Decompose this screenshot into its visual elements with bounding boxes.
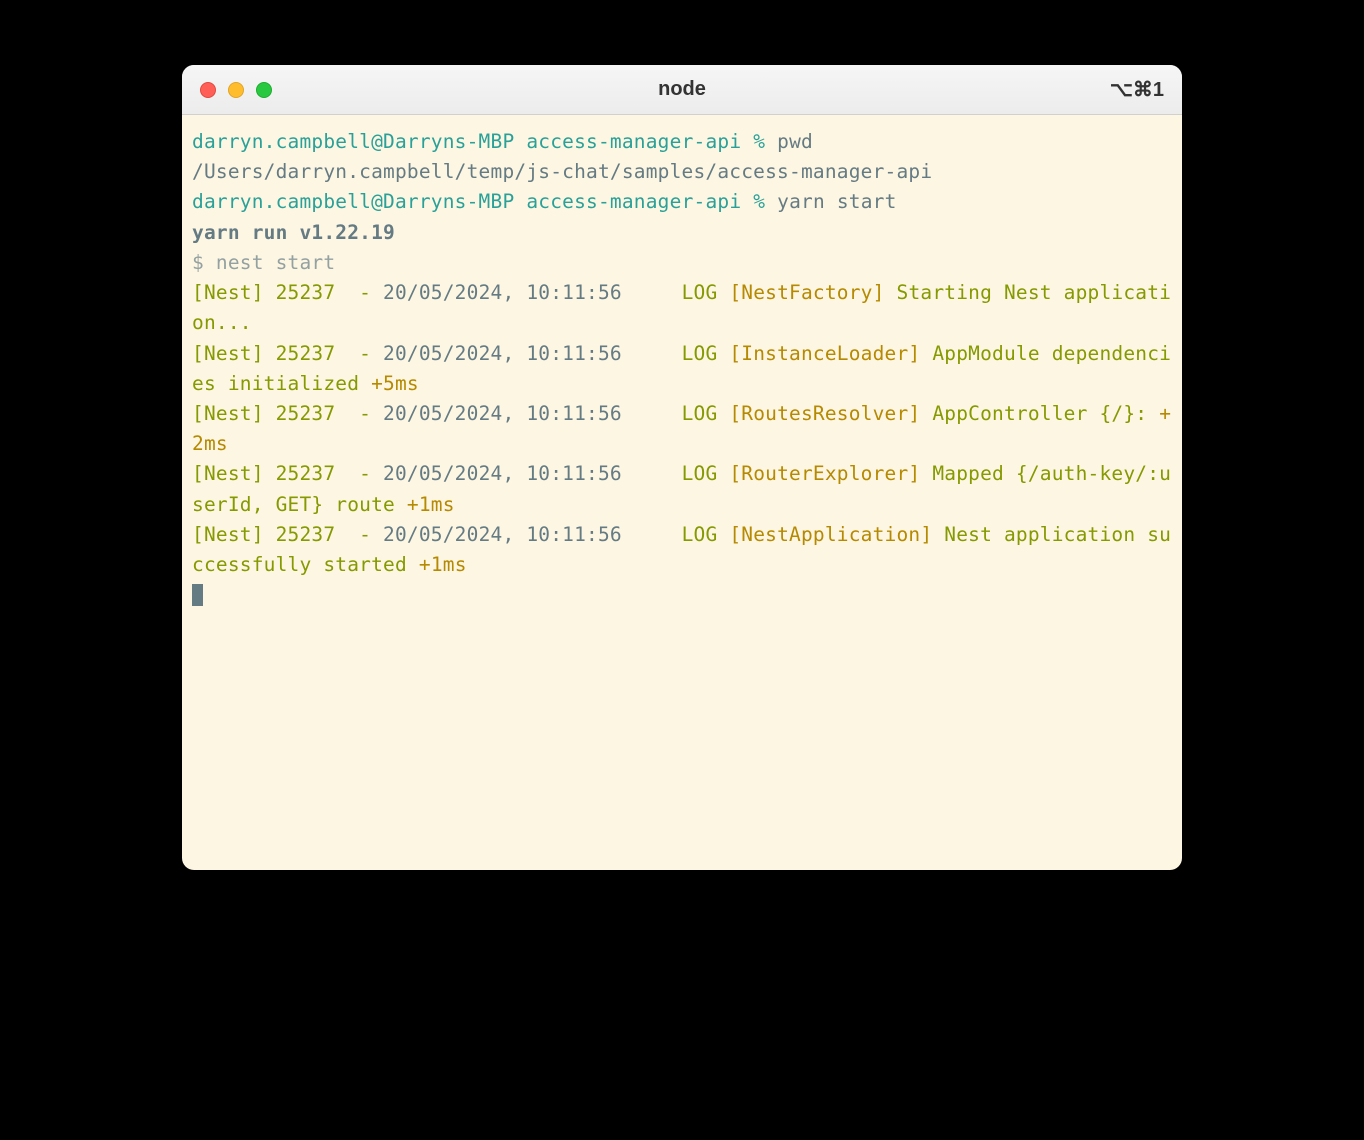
maximize-icon[interactable] <box>256 82 272 98</box>
window-title: node <box>658 78 706 101</box>
log-pad <box>622 402 682 425</box>
log-context: [NestApplication] <box>717 523 944 546</box>
prompt-symbol: % <box>753 190 765 213</box>
log-pad <box>622 342 682 365</box>
log-timestamp: 20/05/2024, 10:11:56 <box>383 342 622 365</box>
log-level: LOG <box>682 281 718 304</box>
minimize-icon[interactable] <box>228 82 244 98</box>
log-timestamp: 20/05/2024, 10:11:56 <box>383 462 622 485</box>
log-prefix: [Nest] 25237 - <box>192 462 383 485</box>
log-timing: +5ms <box>371 372 419 395</box>
log-timestamp: 20/05/2024, 10:11:56 <box>383 402 622 425</box>
prompt-dir: access-manager-api <box>526 190 741 213</box>
window-shortcut: ⌥⌘1 <box>1110 77 1164 102</box>
traffic-lights <box>200 82 272 98</box>
log-prefix: [Nest] 25237 - <box>192 523 383 546</box>
log-context: [NestFactory] <box>717 281 896 304</box>
pwd-output: /Users/darryn.campbell/temp/js-chat/samp… <box>192 160 932 183</box>
log-timestamp: 20/05/2024, 10:11:56 <box>383 281 622 304</box>
log-pad <box>622 281 682 304</box>
prompt-symbol: % <box>753 130 765 153</box>
log-context: [RoutesResolver] <box>717 402 932 425</box>
log-context: [RouterExplorer] <box>717 462 932 485</box>
log-prefix: [Nest] 25237 - <box>192 342 383 365</box>
log-prefix: [Nest] 25237 - <box>192 402 383 425</box>
log-timing: +1ms <box>419 553 467 576</box>
close-icon[interactable] <box>200 82 216 98</box>
log-level: LOG <box>682 402 718 425</box>
log-level: LOG <box>682 462 718 485</box>
log-level: LOG <box>682 342 718 365</box>
prompt-dir: access-manager-api <box>526 130 741 153</box>
log-pad <box>622 462 682 485</box>
log-timestamp: 20/05/2024, 10:11:56 <box>383 523 622 546</box>
log-level: LOG <box>682 523 718 546</box>
prompt-user-host: darryn.campbell@Darryns-MBP <box>192 190 514 213</box>
command-text: pwd <box>777 130 813 153</box>
cursor-icon <box>192 584 203 606</box>
log-prefix: [Nest] 25237 - <box>192 281 383 304</box>
log-pad <box>622 523 682 546</box>
log-message: AppController {/}: <box>932 402 1159 425</box>
nest-dollar: $ <box>192 251 216 274</box>
nest-start-cmd: nest start <box>216 251 335 274</box>
log-context: [InstanceLoader] <box>717 342 932 365</box>
yarn-run-line: yarn run v1.22.19 <box>192 221 395 244</box>
log-timing: +1ms <box>407 493 455 516</box>
terminal-output[interactable]: darryn.campbell@Darryns-MBP access-manag… <box>182 115 1182 623</box>
command-text: yarn start <box>777 190 896 213</box>
terminal-window: node ⌥⌘1 darryn.campbell@Darryns-MBP acc… <box>182 65 1182 870</box>
prompt-user-host: darryn.campbell@Darryns-MBP <box>192 130 514 153</box>
titlebar[interactable]: node ⌥⌘1 <box>182 65 1182 115</box>
